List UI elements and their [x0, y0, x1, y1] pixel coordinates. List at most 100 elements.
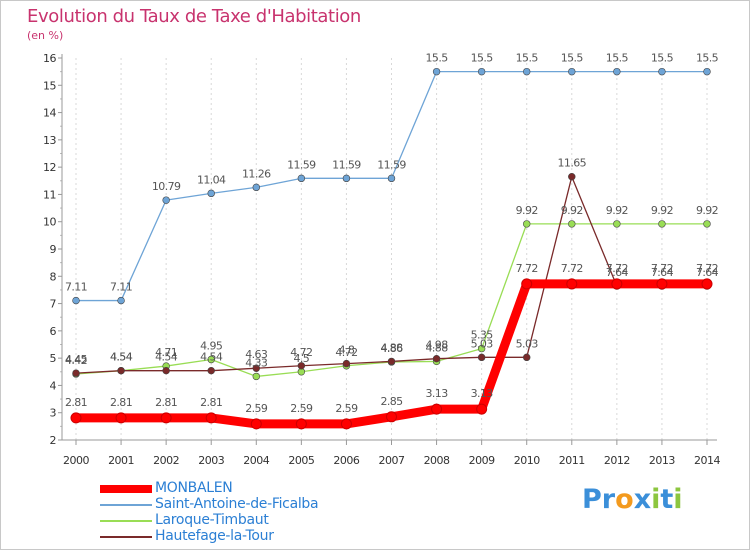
- data-point-1: [207, 189, 215, 198]
- x-tick-label: 2003: [198, 454, 224, 467]
- y-tick-label: 12: [43, 161, 56, 174]
- y-tick-label: 3: [50, 407, 57, 420]
- data-label: 11.59: [287, 158, 316, 171]
- data-point-1: [387, 174, 396, 183]
- data-label: 4.42: [65, 354, 87, 367]
- data-point-3: [252, 364, 260, 372]
- data-label: 9.92: [651, 204, 673, 217]
- grid-lines: [75, 58, 708, 440]
- data-point-1: [162, 196, 170, 204]
- data-point-2: [477, 344, 486, 353]
- data-label: 4.5: [294, 352, 310, 365]
- data-point-0: [250, 418, 262, 430]
- data-point-3: [162, 366, 170, 375]
- data-label: 7.72: [696, 262, 718, 275]
- x-tick-label: 2012: [604, 454, 630, 467]
- chart-subtitle: (en %): [27, 29, 64, 42]
- y-tick-label: 13: [43, 134, 56, 147]
- legend-label: Laroque-Timbaut: [155, 512, 269, 528]
- data-label: 4.88: [426, 341, 449, 354]
- x-tick-label: 2009: [469, 454, 495, 467]
- data-point-1: [658, 67, 666, 76]
- data-label: 15.5: [561, 52, 584, 65]
- data-label: 5.35: [471, 329, 494, 342]
- data-point-1: [297, 174, 306, 183]
- chart-title: Evolution du Taux de Taxe d'Habitation: [27, 6, 361, 27]
- data-label: 11.59: [332, 158, 361, 171]
- data-label: 4.88: [380, 341, 403, 354]
- proxiti-logo: Proxiti: [582, 484, 683, 515]
- logo-letter: x: [633, 484, 652, 515]
- data-point-2: [252, 372, 260, 381]
- data-label: 2.81: [65, 396, 87, 409]
- data-point-0: [340, 418, 352, 430]
- x-tick-label: 2001: [108, 454, 134, 467]
- x-tick-label: 2002: [153, 454, 179, 467]
- data-label: 15.5: [426, 52, 449, 65]
- data-label: 7.64: [606, 266, 629, 279]
- y-tick-label: 5: [50, 352, 57, 365]
- data-label: 2.81: [155, 396, 177, 409]
- data-point-1: [477, 67, 486, 76]
- data-label: 9.92: [516, 204, 538, 217]
- data-point-3: [342, 359, 351, 368]
- data-point-0: [205, 412, 217, 424]
- data-point-0: [431, 403, 443, 415]
- data-label: 15.5: [606, 52, 629, 65]
- data-label: 4.63: [245, 348, 268, 361]
- data-label: 11.04: [197, 173, 226, 186]
- x-tick-label: 2005: [288, 454, 314, 467]
- x-tick-label: 2014: [694, 454, 720, 467]
- data-point-1: [342, 174, 351, 183]
- data-label: 7.72: [651, 262, 673, 275]
- data-label: 2.85: [380, 395, 403, 408]
- data-point-0: [295, 418, 307, 430]
- x-tick-label: 2008: [424, 454, 450, 467]
- data-point-0: [656, 278, 668, 290]
- data-label: 9.92: [696, 204, 718, 217]
- data-point-2: [568, 220, 576, 228]
- data-point-2: [207, 355, 215, 364]
- x-tick-label: 2010: [514, 454, 540, 467]
- data-label: 4.54: [155, 351, 178, 364]
- y-tick-label: 15: [43, 79, 56, 92]
- data-label: 4.54: [200, 351, 223, 364]
- logo-letter: o: [615, 484, 634, 515]
- y-tick-label: 6: [50, 325, 57, 338]
- data-point-1: [72, 296, 80, 305]
- data-label: 4.95: [200, 340, 223, 353]
- y-tick-label: 16: [43, 52, 56, 65]
- y-tick-label: 10: [43, 216, 56, 229]
- data-label: 15.5: [651, 52, 674, 65]
- data-point-1: [523, 67, 531, 76]
- data-point-2: [658, 220, 666, 228]
- legend-label: MONBALEN: [155, 480, 233, 496]
- logo-letter: r: [601, 484, 616, 515]
- data-label: 2.81: [200, 396, 222, 409]
- data-point-3: [568, 172, 576, 181]
- data-point-1: [568, 67, 576, 76]
- logo-letter: P: [582, 484, 602, 515]
- x-tick-label: 2011: [559, 454, 585, 467]
- data-label: 7.64: [651, 266, 674, 279]
- data-label: 15.5: [696, 52, 719, 65]
- data-label: 9.92: [561, 204, 583, 217]
- data-label: 4.98: [426, 339, 449, 352]
- data-label: 11.65: [558, 157, 587, 170]
- data-label: 2.81: [110, 396, 132, 409]
- data-point-0: [115, 412, 127, 424]
- data-label: 4.54: [110, 351, 133, 364]
- data-label: 7.64: [696, 266, 719, 279]
- data-point-3: [387, 357, 396, 366]
- data-label: 2.59: [245, 402, 268, 415]
- data-label: 3.13: [426, 387, 449, 400]
- y-tick-label: 2: [50, 434, 57, 447]
- data-label: 7.72: [561, 262, 583, 275]
- data-label: 4.45: [65, 353, 88, 366]
- data-label: 15.5: [516, 52, 539, 65]
- data-label: 2.59: [290, 402, 313, 415]
- data-labels-layer: 2.81 2.81 2.81 2.81 2.59 2.59 2.59 2.85 3.13 3.13…: [65, 52, 719, 415]
- data-label: 2.59: [335, 402, 358, 415]
- data-label: 7.11: [65, 281, 87, 294]
- logo-letter: i: [651, 484, 661, 515]
